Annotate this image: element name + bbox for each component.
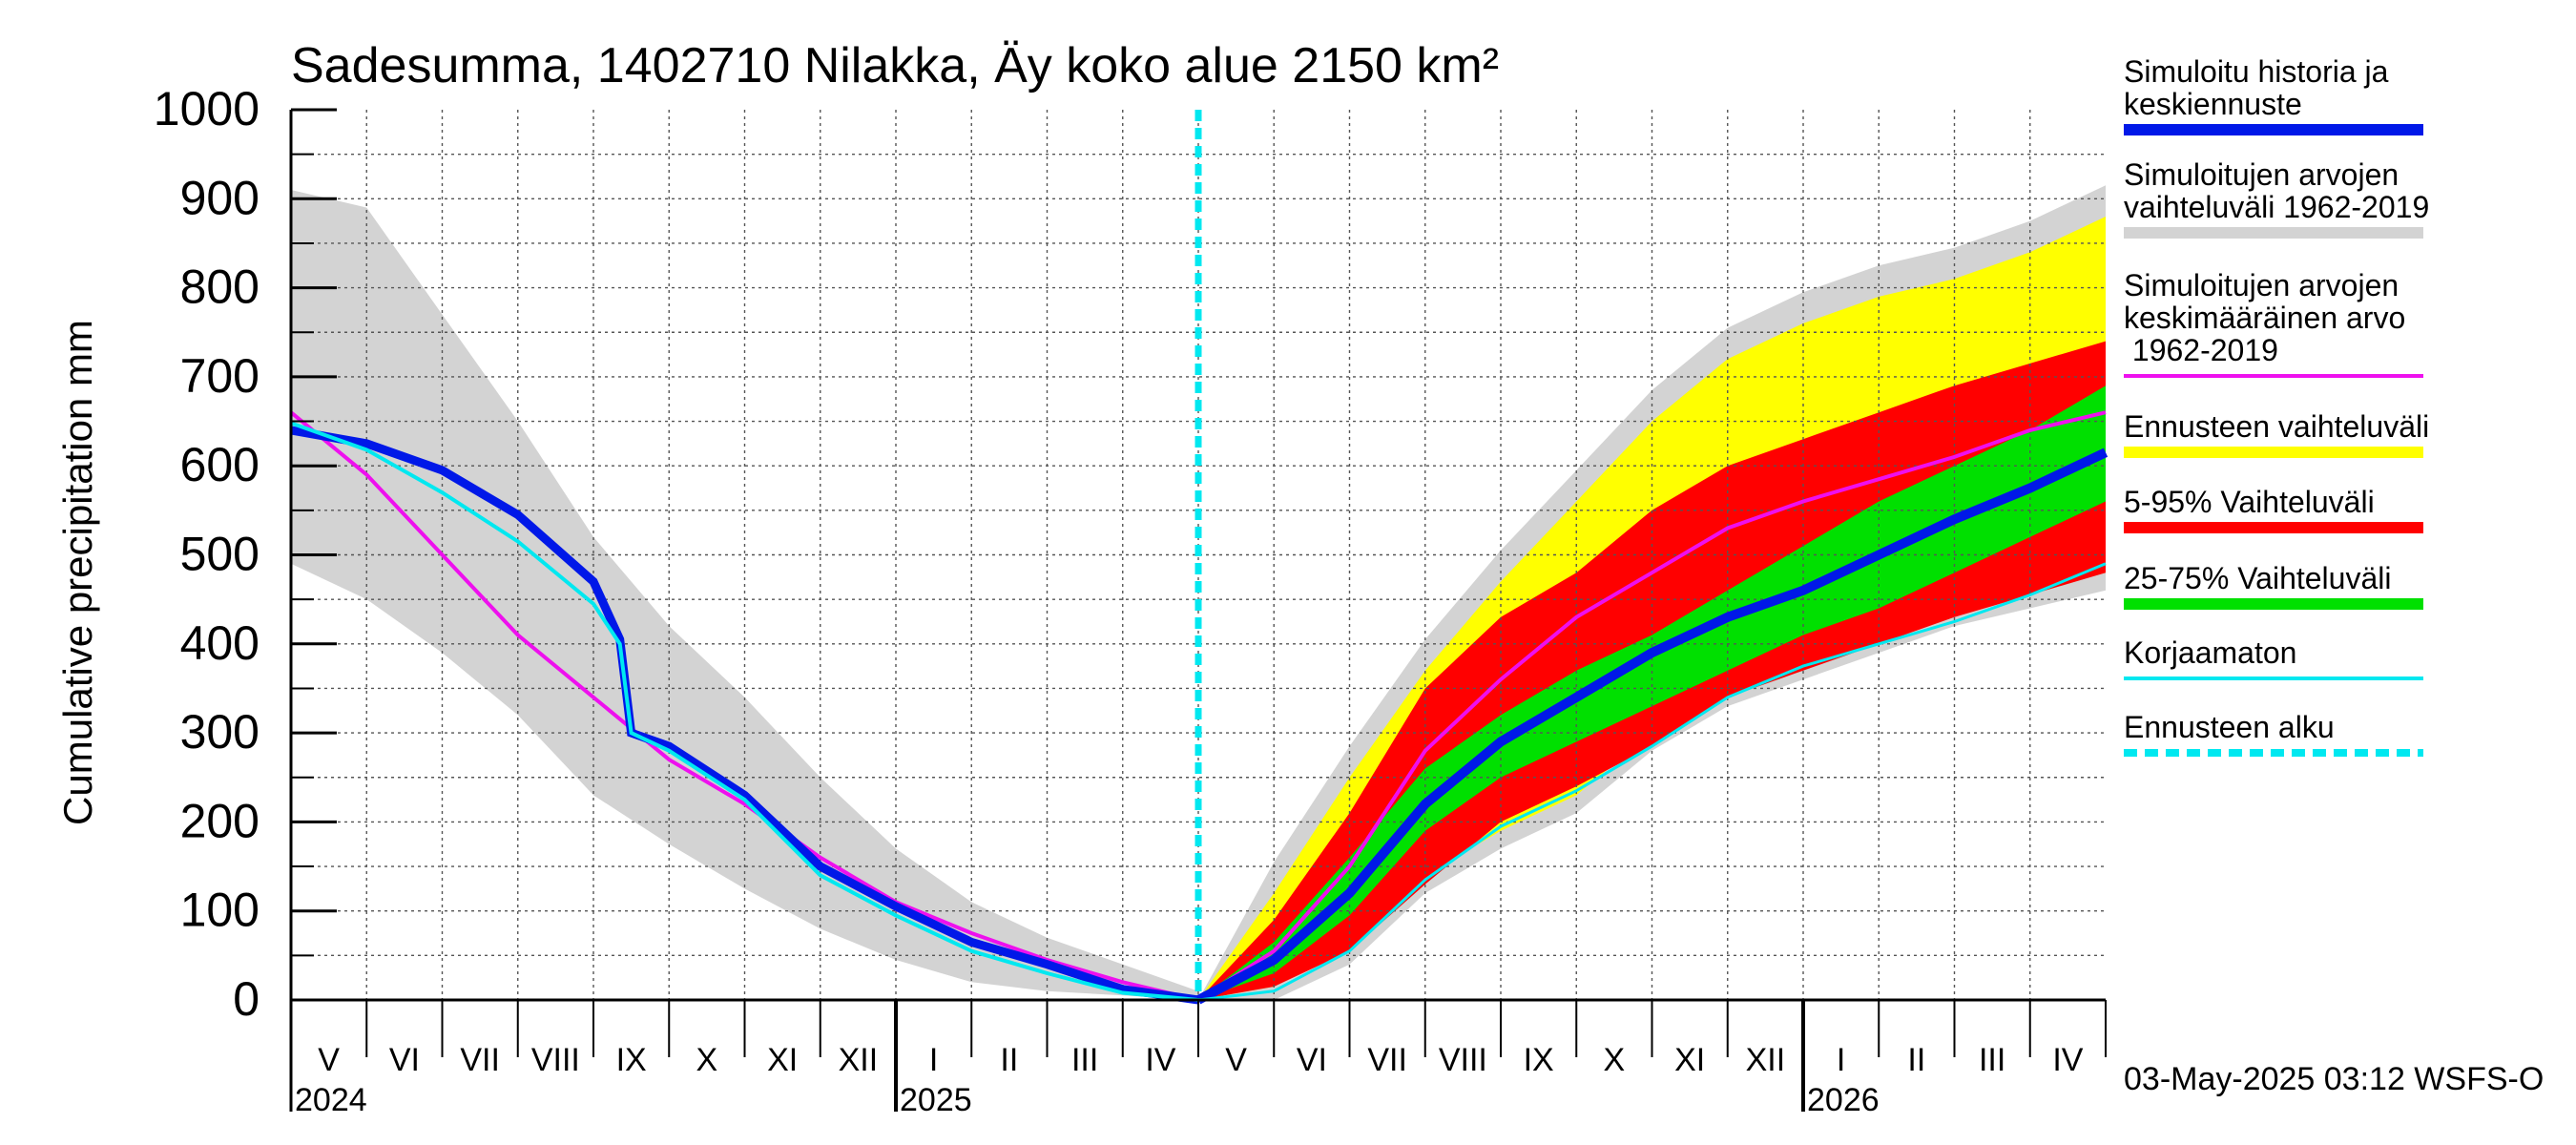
simulated-history-line <box>290 426 1199 1005</box>
y-tick-label: 500 <box>180 528 260 581</box>
year-labels: 2024 2025 2026 <box>295 1082 1880 1118</box>
month-label: X <box>696 1042 718 1078</box>
year-label: 2026 <box>1807 1082 1880 1118</box>
month-label: VIII <box>1439 1042 1487 1078</box>
y-tick-label: 0 <box>233 972 260 1026</box>
y-tick-label: 200 <box>180 794 260 847</box>
y-tick-label: 400 <box>180 616 260 670</box>
month-labels: V VI VII VIII IX X XI XII I II III IV V VI VII VIII IX X X… <box>318 1042 2083 1078</box>
month-label: IV <box>2052 1042 2083 1078</box>
legend-label: Simuloitujen arvojen keskimääräinen arvo … <box>2124 268 2405 367</box>
grid <box>291 110 2106 1000</box>
month-label: VI <box>1297 1042 1327 1078</box>
legend-label: 25-75% Vaihteluväli <box>2124 561 2391 595</box>
uncorrected-history-line <box>290 421 1199 1002</box>
chart-title: Sadesumma, 1402710 Nilakka, Äy koko alue… <box>291 38 1499 94</box>
y-tick-label: 700 <box>180 349 260 403</box>
y-tick-label: 1000 <box>154 82 260 135</box>
y-tick-label: 600 <box>180 438 260 491</box>
month-label: IV <box>1145 1042 1175 1078</box>
y-axis-ticks: 0 100 200 300 400 500 600 700 800 900 1000 <box>154 82 337 1026</box>
legend-label: 5-95% Vaihteluväli <box>2124 485 2375 519</box>
month-label: XI <box>1674 1042 1705 1078</box>
forecast-mean-line <box>1196 410 2107 1002</box>
y-tick-label: 100 <box>180 884 260 937</box>
month-label: VII <box>1367 1042 1407 1078</box>
year-label: 2025 <box>900 1082 972 1118</box>
legend-label: Simuloitujen arvojen vaihteluväli 1962-20… <box>2124 157 2429 224</box>
month-label: II <box>1000 1042 1018 1078</box>
month-label: XI <box>767 1042 798 1078</box>
legend: Simuloitu historia ja keskiennuste Simuloi… <box>2124 54 2429 757</box>
y-tick-label: 300 <box>180 705 260 759</box>
axes <box>289 110 2107 1112</box>
y-tick-label: 800 <box>180 260 260 314</box>
month-label: II <box>1907 1042 1925 1078</box>
series-lines <box>289 110 2109 1005</box>
month-label: I <box>929 1042 938 1078</box>
year-label: 2024 <box>295 1082 367 1118</box>
legend-label: Simuloitu historia ja keskiennuste <box>2124 54 2389 121</box>
month-label: XII <box>1746 1042 1786 1078</box>
month-label: X <box>1604 1042 1626 1078</box>
month-label: III <box>1979 1042 2005 1078</box>
y-tick-label: 900 <box>180 171 260 224</box>
month-label: III <box>1071 1042 1098 1078</box>
month-label: V <box>318 1042 340 1078</box>
month-label: IX <box>1524 1042 1554 1078</box>
month-label: VII <box>460 1042 500 1078</box>
legend-label: Korjaamaton <box>2124 635 2296 670</box>
month-label: XII <box>839 1042 879 1078</box>
month-label: V <box>1225 1042 1247 1078</box>
month-label: VI <box>389 1042 420 1078</box>
month-label: VIII <box>531 1042 580 1078</box>
forecast-median-line <box>1195 448 2109 1005</box>
y-axis-label: Cumulative precipitation mm <box>55 320 100 825</box>
history-mean-line <box>289 410 1199 1002</box>
month-label: I <box>1837 1042 1845 1078</box>
legend-label: Ennusteen alku <box>2124 710 2335 744</box>
timestamp-label: 03-May-2025 03:12 WSFS-O <box>2124 1061 2544 1097</box>
month-label: IX <box>616 1042 647 1078</box>
legend-label: Ennusteen vaihteluväli <box>2124 409 2429 444</box>
forecast-uncorrected-line <box>1197 562 2107 1002</box>
